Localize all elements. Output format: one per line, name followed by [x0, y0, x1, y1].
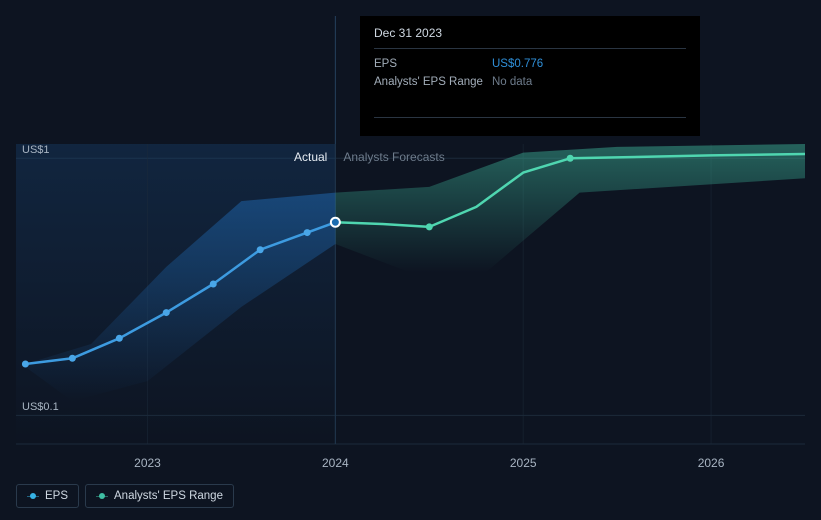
- tooltip-key: EPS: [374, 55, 492, 73]
- xaxis-label: 2024: [322, 456, 349, 470]
- xaxis-label: 2026: [698, 456, 725, 470]
- region-label-actual: Actual: [294, 150, 327, 164]
- yaxis-label-bottom: US$0.1: [22, 401, 59, 413]
- tooltip-date: Dec 31 2023: [374, 26, 686, 49]
- chart-legend: EPS Analysts' EPS Range: [16, 484, 234, 508]
- region-label-forecast: Analysts Forecasts: [343, 150, 444, 164]
- tooltip-row: EPS US$0.776: [374, 55, 686, 73]
- legend-dot-icon: [96, 491, 108, 501]
- chart-tooltip: Dec 31 2023 EPS US$0.776 Analysts' EPS R…: [360, 16, 700, 136]
- legend-item-eps[interactable]: EPS: [16, 484, 79, 508]
- legend-item-range[interactable]: Analysts' EPS Range: [85, 484, 234, 508]
- xaxis-label: 2025: [510, 456, 537, 470]
- legend-label: Analysts' EPS Range: [114, 490, 223, 502]
- tooltip-value: US$0.776: [492, 55, 543, 73]
- tooltip-row: Analysts' EPS Range No data: [374, 73, 686, 91]
- tooltip-key: Analysts' EPS Range: [374, 73, 492, 91]
- tooltip-divider: [374, 117, 686, 118]
- legend-label: EPS: [45, 490, 68, 502]
- yaxis-label-top: US$1: [22, 144, 50, 156]
- legend-dot-icon: [27, 491, 39, 501]
- xaxis-label: 2023: [134, 456, 161, 470]
- tooltip-value: No data: [492, 73, 532, 91]
